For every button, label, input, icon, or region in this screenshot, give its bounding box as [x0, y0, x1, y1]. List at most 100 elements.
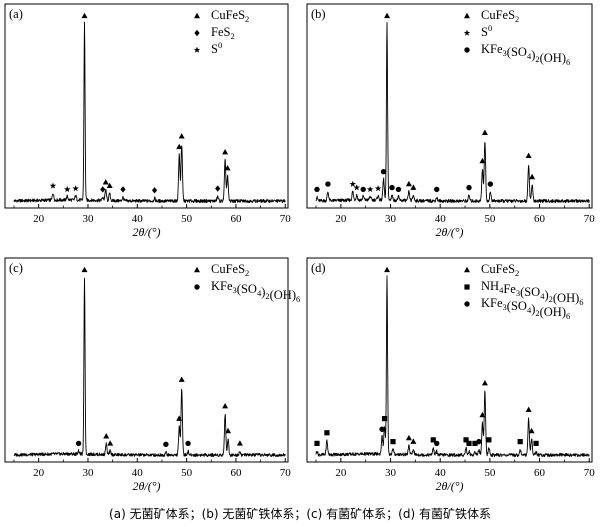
triangle-peak-marker: [225, 427, 232, 434]
legend-text-part: 2: [549, 294, 553, 304]
triangle-peak-marker: [525, 152, 532, 158]
triangle-peak-marker: [410, 438, 417, 444]
figure-caption: (a) 无菌矿体系；(b) 无菌矿铁体系；(c) 有菌矿体系；(d) 有菌矿铁体…: [109, 507, 491, 521]
circle-peak-marker: [487, 181, 494, 187]
triangle-peak-marker: [81, 266, 88, 273]
legend-text-part: KFe: [211, 279, 233, 293]
circle-peak-marker: [380, 168, 387, 175]
legend-text-part: 3: [233, 285, 237, 295]
legend-text-part: 6: [296, 294, 300, 304]
plot-frame: [4, 257, 289, 463]
square-peak-marker: [430, 437, 436, 443]
xrd-trace: [315, 21, 590, 204]
legend-entry: FeS2: [211, 25, 235, 41]
legend-text-part: CuFeS: [481, 8, 515, 22]
triangle-peak-marker: [529, 173, 536, 180]
legend-text-part: ): [261, 285, 265, 299]
square-peak-marker: [472, 440, 478, 446]
triangle-peak-marker: [106, 182, 113, 189]
x-tick-label: 70: [280, 213, 292, 225]
legend-entry: NH4Fe3(SO4)2(OH)6: [481, 279, 584, 307]
legend-text-part: 6: [566, 311, 570, 321]
diamond-peak-marker: [215, 185, 221, 192]
x-axis-label: 2θ/(°): [435, 479, 463, 493]
x-axis-label: 2θ/(°): [132, 225, 160, 239]
triangle-peak-marker: [481, 129, 488, 135]
x-tick-label: 60: [230, 213, 242, 225]
legend-text-part: S: [211, 42, 218, 56]
x-tick-label: 40: [435, 467, 447, 479]
star-peak-marker: [64, 186, 71, 193]
circle-peak-marker: [476, 438, 482, 445]
legend-triangle-marker: [194, 12, 200, 19]
legend-text-part: (OH): [540, 51, 566, 65]
legend-circle-marker: [194, 284, 200, 290]
legend-text-part: 4: [499, 285, 504, 295]
circle-peak-marker: [434, 186, 440, 193]
legend-triangle-marker: [464, 12, 470, 19]
circle-peak-marker: [314, 186, 320, 193]
x-tick-label: 60: [230, 467, 242, 479]
triangle-peak-marker: [81, 12, 88, 19]
legend-text-part: 2: [245, 268, 249, 278]
legend-text-part: 2: [535, 308, 539, 318]
plot-frame: [306, 257, 593, 463]
square-peak-marker: [314, 440, 320, 446]
x-tick-label: 40: [435, 213, 447, 225]
triangle-peak-marker: [224, 164, 231, 171]
plot-frame: [4, 3, 289, 209]
panel-label: (b): [311, 7, 326, 21]
legend-text-part: ): [531, 48, 535, 62]
xrd-trace: [13, 21, 286, 204]
legend-text-part: CuFeS: [481, 262, 515, 276]
legend-text-part: S: [481, 25, 488, 39]
triangle-peak-marker: [176, 415, 183, 421]
square-peak-marker: [533, 440, 539, 446]
x-tick-label: 50: [181, 467, 193, 479]
circle-peak-marker: [163, 441, 169, 447]
x-tick-label: 50: [484, 467, 496, 479]
x-tick-label: 40: [132, 467, 144, 479]
legend-text-part: 3: [503, 48, 507, 58]
diamond-peak-marker: [151, 187, 158, 194]
triangle-peak-marker: [102, 179, 109, 185]
x-tick-label: 70: [280, 467, 292, 479]
circle-peak-marker: [395, 186, 402, 193]
legend-text-part: FeS: [211, 25, 231, 39]
triangle-peak-marker: [479, 411, 486, 418]
legend-text-part: 0: [218, 40, 222, 50]
xrd-trace: [315, 275, 590, 458]
x-tick-label: 20: [335, 467, 347, 479]
triangle-peak-marker: [176, 143, 183, 150]
x-tick-label: 20: [33, 213, 45, 225]
circle-peak-marker: [379, 426, 385, 432]
x-axis-label: 2θ/(°): [132, 479, 160, 493]
x-axis-label: 2θ/(°): [435, 225, 463, 239]
legend-text-part: 2: [230, 31, 234, 41]
legend-text-part: (SO: [507, 299, 527, 313]
legend-text-part: 6: [566, 57, 570, 67]
legend-text-part: (SO: [520, 285, 540, 299]
x-tick-label: 30: [385, 213, 397, 225]
panel-label: (c): [9, 261, 23, 275]
legend-text-part: 4: [527, 305, 532, 315]
legend-entry: S0: [211, 40, 222, 56]
star-peak-marker: [353, 184, 360, 191]
legend-entry: CuFeS2: [211, 262, 249, 278]
square-peak-marker: [463, 437, 469, 443]
triangle-peak-marker: [410, 184, 417, 190]
legend-text-part: 4: [527, 51, 532, 61]
legend-text-part: CuFeS: [211, 8, 245, 22]
triangle-peak-marker: [481, 380, 488, 386]
legend-triangle-marker: [464, 266, 470, 273]
legend-entry: S0: [481, 23, 492, 39]
legend-text-part: (OH): [540, 305, 566, 319]
legend-text-part: 3: [503, 302, 507, 312]
x-tick-label: 30: [82, 467, 94, 479]
legend-text-part: 4: [257, 288, 262, 298]
circle-peak-marker: [185, 440, 191, 447]
legend-text-part: 2: [265, 291, 269, 301]
